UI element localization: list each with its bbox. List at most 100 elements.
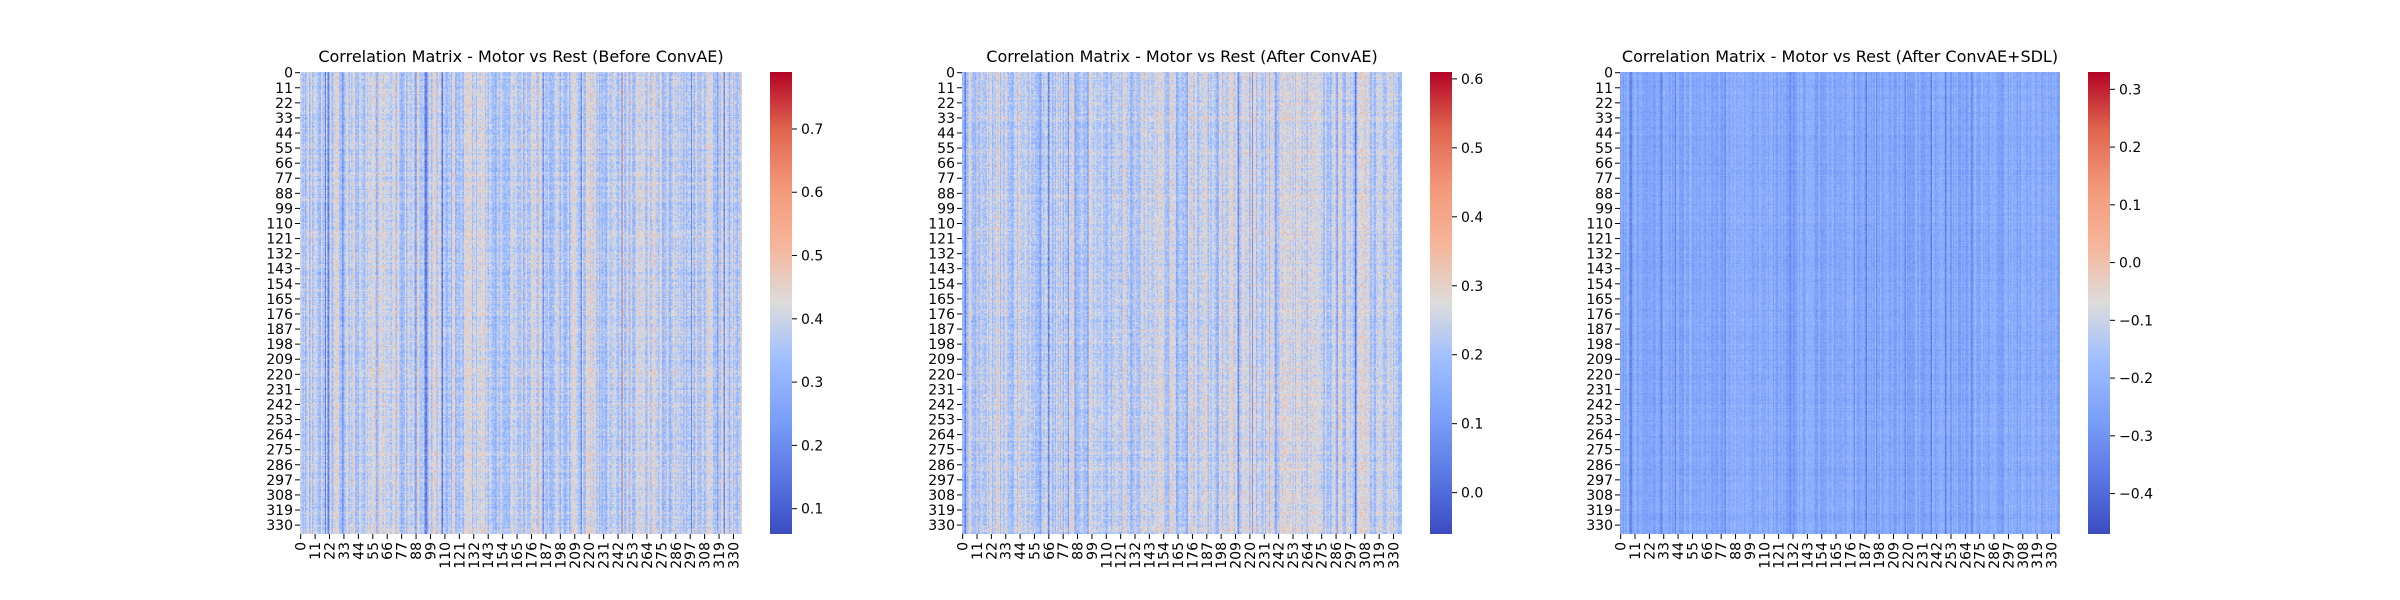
y-tick-label: 308: [928, 488, 955, 504]
x-tick-label: 330: [726, 542, 742, 569]
x-tick-label: 165: [1171, 542, 1187, 569]
x-tick-label: 143: [1142, 542, 1158, 569]
y-tick-label: 110: [1586, 216, 1613, 232]
y-tick-label: 286: [266, 458, 293, 474]
x-tick-label: 154: [1815, 542, 1831, 569]
x-tick-label: 242: [611, 542, 627, 569]
x-tick-label: 66: [1700, 542, 1716, 560]
y-tick-label: 297: [266, 473, 293, 489]
y-tick-label: 165: [928, 292, 955, 308]
x-tick-label: 220: [582, 542, 598, 569]
y-tick-label: 154: [1586, 277, 1613, 293]
x-tick-label: 297: [1343, 542, 1359, 569]
x-tick-label: 33: [999, 542, 1015, 560]
heatmap-panel-3: Correlation Matrix - Motor vs Rest (Afte…: [1586, 47, 2153, 569]
y-tick-label: 187: [928, 322, 955, 338]
x-tick-label: 253: [625, 542, 641, 569]
x-tick-label: 198: [1872, 542, 1888, 569]
y-tick-label: 55: [1595, 141, 1613, 157]
y-tick-label: 22: [1595, 96, 1613, 112]
y-tick-label: 165: [1586, 292, 1613, 308]
x-tick-label: 88: [1729, 542, 1745, 560]
x-tick-label: 275: [1315, 542, 1331, 569]
y-tick-label: 220: [266, 367, 293, 383]
y-tick-label: 0: [284, 66, 293, 82]
x-tick-label: 308: [698, 542, 714, 569]
y-tick-label: 176: [1586, 307, 1613, 323]
x-tick-label: 330: [1387, 542, 1403, 569]
colorbar-tick-label: 0.2: [1461, 348, 1483, 364]
y-tick-label: 253: [928, 413, 955, 429]
y-tick-label: 132: [1586, 247, 1613, 263]
y-tick-label: 198: [1586, 337, 1613, 353]
y-tick-label: 44: [937, 126, 955, 142]
x-tick-label: 187: [539, 542, 555, 569]
x-tick-label: 308: [1358, 542, 1374, 569]
y-tick-label: 176: [928, 307, 955, 323]
x-tick-label: 198: [553, 542, 569, 569]
x-tick-label: 66: [1042, 542, 1058, 560]
colorbar-tick-label: −0.1: [2119, 313, 2153, 329]
colorbar-tick-label: 0.1: [801, 502, 823, 518]
x-tick-label: 44: [351, 542, 367, 560]
colorbar-tick-label: 0.7: [801, 122, 823, 138]
heatmap-panel-1: Correlation Matrix - Motor vs Rest (Befo…: [266, 47, 823, 569]
y-tick-label: 154: [266, 277, 293, 293]
y-tick-label: 209: [1586, 352, 1613, 368]
colorbar-tick-label: 0.3: [801, 375, 823, 391]
y-tick-label: 44: [275, 126, 293, 142]
x-tick-label: 275: [654, 542, 670, 569]
colorbar-tick-label: 0.6: [801, 185, 823, 201]
x-tick-label: 242: [1272, 542, 1288, 569]
x-tick-label: 319: [2030, 542, 2046, 569]
y-tick-label: 143: [1586, 262, 1613, 278]
x-tick-label: 66: [380, 542, 396, 560]
colorbar-tick-label: 0.2: [2119, 140, 2141, 156]
y-tick-label: 77: [275, 171, 293, 187]
y-tick-label: 242: [1586, 397, 1613, 413]
y-tick-label: 11: [1595, 81, 1613, 97]
x-tick-label: 121: [1114, 542, 1130, 569]
colorbar-tick-label: 0.0: [2119, 256, 2141, 272]
y-tick-label: 275: [266, 443, 293, 459]
y-tick-label: 33: [1595, 111, 1613, 127]
y-tick-label: 330: [266, 518, 293, 534]
x-tick-label: 44: [1671, 542, 1687, 560]
y-tick-label: 154: [928, 277, 955, 293]
x-tick-label: 253: [1286, 542, 1302, 569]
y-tick-label: 319: [928, 503, 955, 519]
x-tick-label: 55: [1685, 542, 1701, 560]
y-tick-label: 330: [1586, 518, 1613, 534]
y-tick-label: 220: [928, 367, 955, 383]
y-tick-label: 242: [928, 397, 955, 413]
y-tick-label: 286: [928, 458, 955, 474]
x-tick-label: 165: [1829, 542, 1845, 569]
colorbar: [770, 72, 792, 534]
x-tick-label: 22: [323, 542, 339, 560]
y-tick-label: 121: [1586, 232, 1613, 248]
y-tick-label: 77: [1595, 171, 1613, 187]
x-tick-label: 110: [438, 542, 454, 569]
x-tick-label: 209: [1229, 542, 1245, 569]
x-tick-label: 143: [1800, 542, 1816, 569]
heatmap-cells: [300, 72, 742, 534]
x-tick-label: 253: [1944, 542, 1960, 569]
x-tick-label: 0: [294, 542, 310, 551]
x-tick-label: 176: [1185, 542, 1201, 569]
colorbar-tick-label: 0.1: [1461, 417, 1483, 433]
x-tick-label: 99: [1085, 542, 1101, 560]
y-tick-label: 0: [946, 66, 955, 82]
x-tick-label: 231: [1915, 542, 1931, 569]
y-tick-label: 165: [266, 292, 293, 308]
x-tick-label: 143: [481, 542, 497, 569]
y-tick-label: 264: [928, 428, 955, 444]
y-tick-label: 121: [928, 232, 955, 248]
x-tick-label: 33: [1657, 542, 1673, 560]
x-tick-label: 132: [1786, 542, 1802, 569]
x-tick-label: 99: [424, 542, 440, 560]
y-tick-label: 11: [937, 81, 955, 97]
colorbar-tick-label: 0.1: [2119, 198, 2141, 214]
y-tick-label: 110: [928, 216, 955, 232]
colorbar-tick-label: 0.6: [1461, 72, 1483, 88]
colorbar-tick-label: 0.0: [1461, 486, 1483, 502]
